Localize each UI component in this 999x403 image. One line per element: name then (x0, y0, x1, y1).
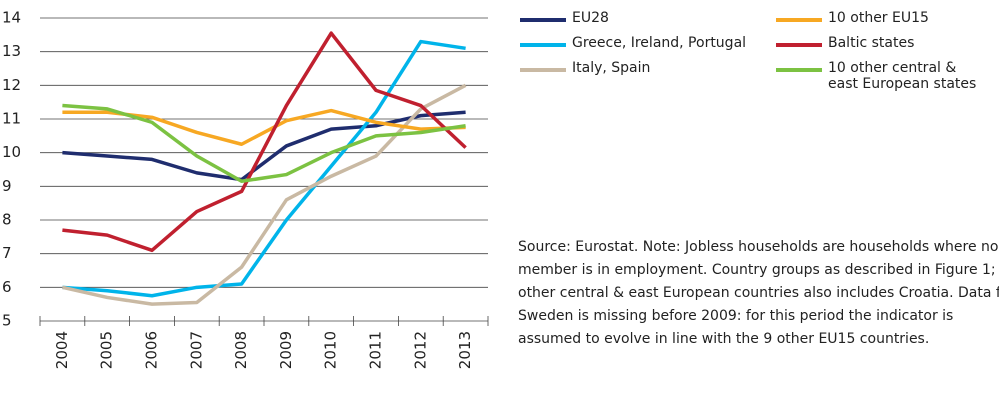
legend-item: Italy, Spain (520, 60, 650, 76)
x-tick-label: 2009 (277, 331, 295, 369)
y-tick-label: 6 (2, 278, 12, 296)
x-tick-label: 2012 (411, 331, 429, 369)
y-tick-label: 9 (2, 177, 12, 195)
x-tick-label: 2010 (322, 331, 340, 369)
legend-swatch (520, 43, 566, 47)
series-line (62, 103, 466, 184)
legend-item: 10 other EU15 (776, 10, 996, 26)
x-tick-label: 2013 (456, 331, 474, 369)
y-tick-label: 13 (2, 42, 21, 60)
series-line (62, 31, 467, 253)
legend-item: EU28 (520, 10, 609, 26)
legend-label: Italy, Spain (572, 60, 651, 76)
y-tick-label: 8 (2, 211, 12, 229)
legend-label: EU28 (572, 10, 609, 26)
legend-label: Greece, Ireland, Portugal (572, 35, 747, 51)
legend-swatch (776, 43, 822, 47)
legend-label: Baltic states (828, 35, 915, 51)
y-tick-label: 7 (2, 244, 12, 262)
x-tick-label: 2011 (367, 331, 385, 369)
x-tick-label: 2005 (98, 331, 116, 369)
y-tick-label: 14 (2, 9, 21, 27)
series-line (62, 39, 466, 298)
legend-label: 10 other central & east European states (828, 60, 977, 92)
legend-item: 10 other central & east European states (776, 60, 996, 92)
legend-swatch (776, 18, 822, 22)
x-tick-label: 2004 (53, 331, 71, 369)
legend-item: Greece, Ireland, Portugal (520, 35, 746, 51)
legend-swatch (520, 18, 566, 22)
legend-swatch (520, 68, 566, 72)
x-tick-label: 2008 (232, 331, 250, 369)
y-tick-label: 5 (2, 312, 12, 330)
source-note: Source: Eurostat. Note: Jobless househol… (518, 239, 999, 347)
x-tick-label: 2007 (187, 331, 205, 369)
x-tick-label: 2006 (143, 331, 161, 369)
legend-swatch (776, 68, 822, 72)
y-tick-label: 12 (2, 76, 21, 94)
legend-label: 10 other EU15 (828, 10, 929, 26)
legend-item: Baltic states (776, 35, 996, 51)
series-line (62, 110, 466, 182)
y-tick-label: 11 (2, 110, 21, 128)
series-line (62, 108, 466, 146)
y-tick-label: 10 (2, 143, 21, 161)
